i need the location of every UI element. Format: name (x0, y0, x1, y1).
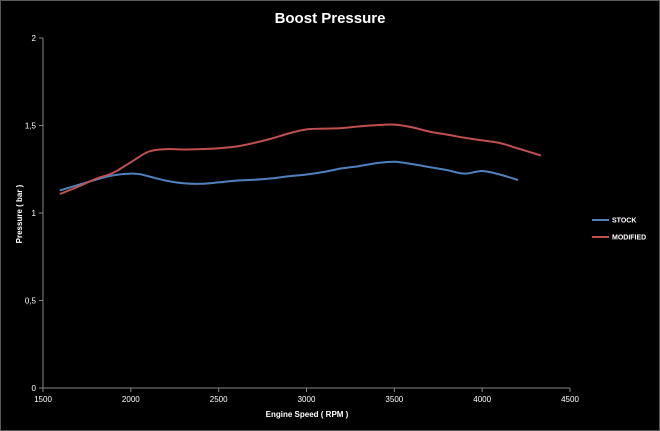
chart-plot-area (59, 123, 542, 195)
y-tick-label: 2 (32, 34, 37, 43)
x-tick-label: 1500 (34, 395, 52, 404)
series-line-modified (59, 123, 542, 195)
legend-label-stock: STOCK (612, 218, 636, 225)
y-tick-label: 0 (32, 384, 37, 393)
chart-tick-labels: 1500 2000 2500 3000 3500 4000 4500 0 0,5 1 1,5 2 (25, 34, 580, 404)
y-tick-label: 1 (32, 209, 37, 218)
x-tick-label: 3500 (385, 395, 403, 404)
x-tick-label: 3000 (298, 395, 316, 404)
x-axis-title: Engine Speed ( RPM ) (266, 410, 349, 419)
legend-label-modified: MODIFIED (612, 235, 646, 242)
x-tick-label: 4000 (473, 395, 491, 404)
chart-axes (39, 37, 571, 392)
x-tick-label: 2000 (122, 395, 140, 404)
y-tick-label: 1,5 (25, 122, 37, 131)
x-tick-label: 4500 (561, 395, 579, 404)
y-tick-label: 0,5 (25, 297, 37, 306)
chart-title: Boost Pressure (275, 10, 386, 27)
chart-legend: STOCK MODIFIED (592, 218, 646, 242)
y-axis-title: Pressure ( bar ) (15, 184, 24, 243)
series-line-stock (59, 160, 519, 192)
x-tick-label: 2500 (210, 395, 228, 404)
